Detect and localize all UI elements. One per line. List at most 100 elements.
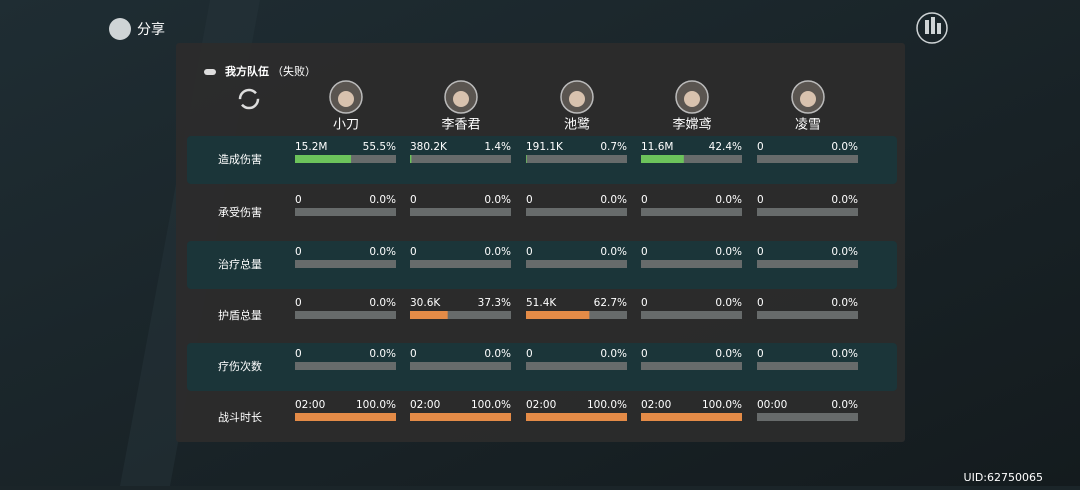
stats-icon-bar (937, 23, 941, 34)
amount: 15.2M (295, 141, 327, 153)
amount: 0 (526, 246, 533, 258)
bar-track (526, 260, 627, 268)
share-label: 分享 (137, 21, 165, 38)
share-label: 0.0% (715, 348, 742, 360)
share-label: 0.0% (831, 348, 858, 360)
amount: 0 (641, 194, 648, 206)
bar (641, 155, 684, 163)
share-label: 0.0% (715, 297, 742, 309)
row-label: 造成伤害 (218, 152, 262, 166)
share-label: 0.0% (600, 246, 627, 258)
avatar-face (684, 91, 700, 107)
stats-icon-bar (925, 20, 929, 34)
switch-button[interactable] (238, 88, 260, 110)
share-label: 0.0% (831, 141, 858, 153)
share-label: 0.0% (715, 194, 742, 206)
amount: 0 (757, 348, 764, 360)
amount: 380.2K (410, 141, 448, 153)
amount: 0 (757, 297, 764, 309)
share-icon (109, 18, 131, 40)
bar-track (641, 260, 742, 268)
avatar-face (453, 91, 469, 107)
bar-track (410, 260, 511, 268)
bar-track (526, 362, 627, 370)
share-label: 0.7% (600, 141, 627, 153)
share-label: 100.0% (587, 399, 627, 411)
amount: 02:00 (410, 399, 440, 411)
share-label: 100.0% (702, 399, 742, 411)
avatar-face (338, 91, 354, 107)
share-label: 62.7% (594, 297, 627, 309)
bar-track (757, 155, 858, 163)
bar-track (410, 311, 511, 319)
bar-track (410, 208, 511, 216)
amount: 0 (295, 194, 302, 206)
team-status: （失败） (272, 64, 316, 78)
amount: 0 (295, 348, 302, 360)
toggle-icon (204, 69, 216, 75)
share-label: 42.4% (709, 141, 742, 153)
bar-track (295, 311, 396, 319)
amount: 02:00 (295, 399, 325, 411)
share-button[interactable]: 分享 (109, 18, 165, 40)
share-label: 0.0% (600, 194, 627, 206)
amount: 0 (757, 246, 764, 258)
share-label: 0.0% (484, 246, 511, 258)
bar (295, 413, 396, 421)
amount: 0 (641, 297, 648, 309)
share-label: 0.0% (369, 246, 396, 258)
bar-track (641, 155, 742, 163)
bar (410, 311, 448, 319)
refresh-icon (238, 88, 260, 110)
member-name: 池鹭 (564, 117, 590, 133)
bar (641, 413, 742, 421)
uid: UID:62750065 (964, 471, 1043, 484)
bar-track (295, 208, 396, 216)
bar-track (295, 260, 396, 268)
amount: 191.1K (526, 141, 564, 153)
row-label: 护盾总量 (218, 308, 262, 322)
share-label: 37.3% (478, 297, 511, 309)
row-label: 战斗时长 (218, 411, 262, 424)
member-name: 李香君 (441, 118, 480, 133)
row-label: 疗伤次数 (218, 359, 262, 373)
bar-track (526, 155, 627, 163)
avatar-face (800, 91, 816, 107)
share-label: 0.0% (831, 399, 858, 411)
share-label: 0.0% (831, 246, 858, 258)
bar-track (295, 362, 396, 370)
share-label: 0.0% (484, 348, 511, 360)
share-label: 0.0% (715, 246, 742, 258)
team-title: 我方队伍 (225, 64, 269, 78)
amount: 30.6K (410, 297, 441, 309)
bar-track (757, 260, 858, 268)
stats-button[interactable] (916, 12, 948, 44)
share-label: 0.0% (600, 348, 627, 360)
amount: 00:00 (757, 399, 787, 411)
bar-track (641, 311, 742, 319)
bar-track (757, 362, 858, 370)
bar-track (757, 413, 858, 421)
amount: 02:00 (641, 399, 671, 411)
bar (410, 413, 511, 421)
share-label: 0.0% (484, 194, 511, 206)
amount: 0 (641, 348, 648, 360)
stats-icon-bar (931, 17, 935, 34)
bar-track (526, 208, 627, 216)
share-label: 100.0% (356, 399, 396, 411)
share-label: 0.0% (369, 348, 396, 360)
bar (526, 155, 527, 163)
bar-track (641, 362, 742, 370)
row-label: 治疗总量 (218, 257, 262, 271)
bar-track (410, 362, 511, 370)
amount: 0 (295, 246, 302, 258)
bar (410, 155, 412, 163)
member-name: 小刀 (333, 118, 359, 133)
share-label: 1.4% (484, 141, 511, 153)
share-label: 0.0% (831, 194, 858, 206)
member-name: 凌雪 (795, 118, 821, 133)
amount: 0 (526, 194, 533, 206)
amount: 0 (295, 297, 302, 309)
avatar-face (569, 91, 585, 107)
share-label: 0.0% (831, 297, 858, 309)
